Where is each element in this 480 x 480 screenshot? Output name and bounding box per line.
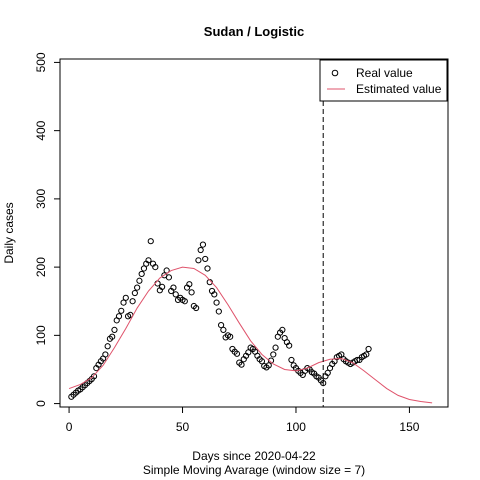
real-value-point [354, 356, 361, 364]
y-tick-label: 0 [34, 400, 48, 407]
y-tick-label: 400 [34, 120, 48, 140]
y-tick-label: 300 [34, 189, 48, 209]
real-value-point [267, 357, 275, 364]
real-value-point [131, 289, 138, 297]
real-value-point [154, 280, 161, 287]
real-value-point [159, 283, 166, 291]
real-value-point [215, 308, 222, 315]
real-value-point [199, 241, 207, 248]
real-value-point [109, 333, 116, 340]
real-value-point [102, 351, 109, 358]
real-value-point [140, 265, 148, 272]
plot-area [68, 101, 433, 407]
real-value-point [138, 270, 145, 278]
plot-frame [59, 58, 449, 408]
legend-box [319, 59, 448, 102]
y-tick-label: 500 [34, 52, 48, 72]
real-value-point [195, 257, 202, 264]
real-value-point [258, 358, 266, 365]
real-value-point [90, 373, 98, 380]
real-value-point [272, 344, 279, 351]
real-value-point [288, 356, 295, 364]
y-tick-label: 100 [34, 325, 48, 345]
real-value-point [238, 361, 245, 368]
real-value-point [204, 265, 211, 272]
real-value-point [324, 369, 331, 376]
real-value-point [363, 351, 370, 358]
real-value-point [193, 304, 200, 312]
x-tick-label: 150 [399, 420, 419, 434]
real-value-point [147, 238, 154, 245]
x-axis-label: Days since 2020-04-22 [192, 449, 316, 463]
x-axis: 0 50 100 150 [66, 406, 420, 434]
real-value-point [120, 299, 127, 306]
real-value-point [115, 313, 123, 320]
real-value-point [270, 351, 277, 358]
real-value-point [265, 362, 272, 369]
real-value-point [129, 298, 136, 305]
legend-point-symbol [331, 69, 339, 77]
real-value-point [165, 274, 173, 281]
x-tick-label: 50 [176, 420, 190, 434]
real-value-point [104, 343, 111, 350]
real-value-points [68, 238, 372, 400]
x-axis-subtitle: Simple Moving Avarage (window size = 7) [143, 463, 365, 477]
real-value-point [233, 350, 241, 357]
chart-title: Sudan / Logistic [204, 24, 304, 39]
estimated-value-line [68, 266, 433, 404]
legend-label-real: Real value [356, 66, 413, 80]
y-tick-label: 200 [34, 257, 48, 277]
legend-label-estimated: Estimated value [356, 82, 442, 96]
real-value-point [202, 255, 209, 263]
real-value-point [365, 345, 372, 353]
real-value-point [245, 349, 252, 356]
real-value-point [136, 277, 143, 284]
real-value-point [145, 257, 152, 264]
real-value-point [111, 326, 118, 333]
real-value-point [188, 289, 195, 296]
real-value-point [211, 291, 218, 298]
real-value-point [152, 264, 159, 271]
real-value-point [197, 246, 204, 254]
real-value-point [213, 299, 220, 306]
real-value-point [217, 322, 225, 329]
real-value-point [186, 281, 193, 288]
real-value-point [227, 333, 234, 340]
x-tick-label: 0 [66, 420, 73, 434]
real-value-point [172, 291, 179, 298]
real-value-point [286, 342, 293, 349]
real-value-point [279, 326, 286, 333]
real-value-point [181, 298, 188, 305]
real-value-point [220, 326, 227, 333]
real-value-point [118, 307, 125, 314]
x-tick-label: 100 [286, 420, 306, 434]
y-axis-label: Daily cases [2, 202, 16, 263]
real-value-point [134, 284, 141, 291]
real-value-point [170, 284, 177, 291]
y-axis: 0 100 200 300 400 500 [34, 52, 61, 407]
legend: Real value Estimated value [319, 59, 448, 102]
real-value-point [122, 294, 129, 301]
real-value-point [338, 351, 345, 358]
